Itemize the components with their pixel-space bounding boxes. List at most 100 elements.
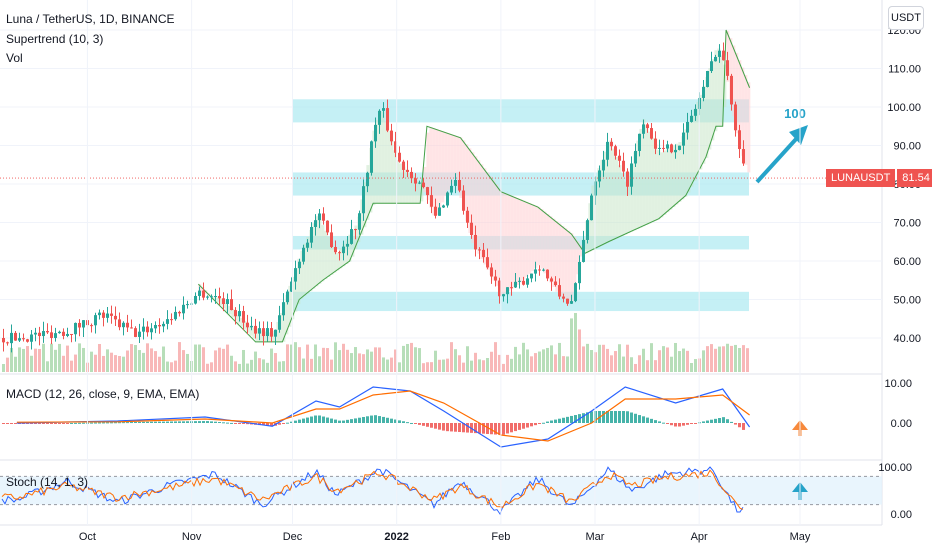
- supertrend-fill-slice: [735, 52, 739, 134]
- supertrend-fill-slice: [648, 131, 652, 224]
- macd-hist-bar: [574, 415, 577, 423]
- candle-body: [226, 299, 229, 304]
- volume-bar: [22, 348, 25, 372]
- volume-bar: [570, 318, 573, 372]
- candle-body: [742, 149, 745, 164]
- volume-bar: [734, 344, 737, 372]
- macd-hist-bar: [438, 423, 441, 430]
- candle-body: [470, 222, 473, 235]
- stoch-k-line: [1, 466, 744, 516]
- candle-body: [2, 338, 5, 343]
- supertrend-fill-slice: [261, 330, 265, 342]
- macd-hist-bar: [726, 419, 729, 423]
- candle-body: [570, 301, 573, 304]
- supertrend-fill-slice: [654, 143, 658, 221]
- volume-bar: [282, 361, 285, 372]
- volume-bar: [38, 348, 41, 372]
- candle-body: [546, 269, 549, 279]
- volume-bar: [430, 362, 433, 372]
- supertrend-fill-slice: [552, 218, 556, 288]
- supertrend-fill-slice: [309, 230, 313, 292]
- supertrend-fill-slice: [519, 199, 523, 283]
- macd-hist-bar: [374, 415, 377, 423]
- supertrend-fill-slice: [390, 140, 394, 204]
- candle-body: [554, 281, 557, 286]
- volume-bar: [582, 346, 585, 372]
- candle-body: [138, 331, 141, 337]
- volume-bar: [158, 356, 161, 372]
- candle-body: [158, 325, 161, 327]
- macd-label[interactable]: MACD (12, 26, close, 9, EMA, EMA): [6, 387, 200, 401]
- volume-bar: [314, 344, 317, 372]
- macd-hist-bar: [394, 419, 397, 423]
- macd-hist-bar: [174, 421, 177, 423]
- volume-bar: [74, 354, 77, 372]
- macd-hist-bar: [442, 423, 445, 431]
- supertrend-fill-slice: [618, 165, 622, 238]
- supertrend-fill-slice: [339, 248, 343, 269]
- macd-hist-bar: [122, 422, 125, 424]
- macd-hist-bar: [742, 423, 745, 430]
- volume-bar: [470, 360, 473, 372]
- volume-bar: [42, 343, 45, 372]
- supertrend-fill-slice: [666, 148, 670, 213]
- candle-body: [358, 213, 361, 230]
- volume-bar: [522, 342, 525, 372]
- candle-body: [622, 160, 625, 172]
- macd-hist-bar: [278, 423, 281, 425]
- supertrend-fill-slice: [621, 173, 625, 236]
- macd-hist-bar: [294, 420, 297, 423]
- macd-hist-bar: [486, 423, 489, 434]
- candle-body: [386, 108, 389, 131]
- volume-bar: [78, 343, 81, 372]
- macd-hist-bar: [526, 423, 529, 428]
- volume-bar: [594, 352, 597, 372]
- candle-body: [490, 267, 493, 277]
- candle-body: [70, 333, 73, 335]
- candle-body: [54, 333, 57, 338]
- volume-bar: [554, 354, 557, 372]
- volume-bar: [46, 361, 49, 372]
- macd-hist-bar: [182, 421, 185, 423]
- supertrend-fill-slice: [660, 152, 664, 218]
- supertrend-fill-slice: [465, 144, 469, 222]
- stoch-label[interactable]: Stoch (14, 1, 3): [6, 475, 89, 489]
- candle-body: [558, 285, 561, 297]
- candle-body: [126, 322, 129, 328]
- volume-bar: [730, 345, 733, 372]
- candle-body: [430, 195, 433, 207]
- macd-hist-bar: [518, 423, 521, 430]
- volume-bar: [674, 342, 677, 372]
- macd-hist-bar: [270, 423, 273, 427]
- macd-hist-bar: [286, 422, 289, 424]
- macd-hist-bar: [458, 423, 461, 432]
- supertrend-fill-slice: [468, 148, 472, 233]
- volume-label[interactable]: Vol: [6, 51, 23, 65]
- supertrend-fill-slice: [429, 127, 433, 208]
- volume-bar: [146, 343, 149, 372]
- candle-body: [162, 323, 165, 327]
- candle-body: [418, 182, 421, 184]
- candle-body: [218, 296, 221, 299]
- supertrend-label[interactable]: Supertrend (10, 3): [6, 32, 104, 46]
- volume-bar: [254, 351, 257, 372]
- stoch-tick-label: 100.00: [878, 462, 912, 474]
- volume-bar: [526, 349, 529, 372]
- macd-hist-bar: [78, 422, 81, 424]
- supertrend-fill-slice: [663, 150, 667, 215]
- supertrend-fill-slice: [678, 142, 682, 202]
- volume-bar: [54, 349, 57, 372]
- macd-hist-bar: [466, 423, 469, 433]
- supertrend-fill-slice: [702, 85, 706, 164]
- supertrend-fill-slice: [579, 245, 583, 257]
- volume-bar: [262, 359, 265, 372]
- volume-bar: [542, 349, 545, 372]
- supertrend-fill-slice: [231, 308, 235, 318]
- supertrend-fill-slice: [282, 303, 286, 342]
- macd-hist-bar: [590, 411, 593, 423]
- supertrend-fill-slice: [693, 108, 697, 181]
- supertrend-fill-slice: [501, 191, 505, 296]
- currency-badge[interactable]: USDT: [888, 6, 924, 30]
- supertrend-fill-slice: [681, 136, 685, 200]
